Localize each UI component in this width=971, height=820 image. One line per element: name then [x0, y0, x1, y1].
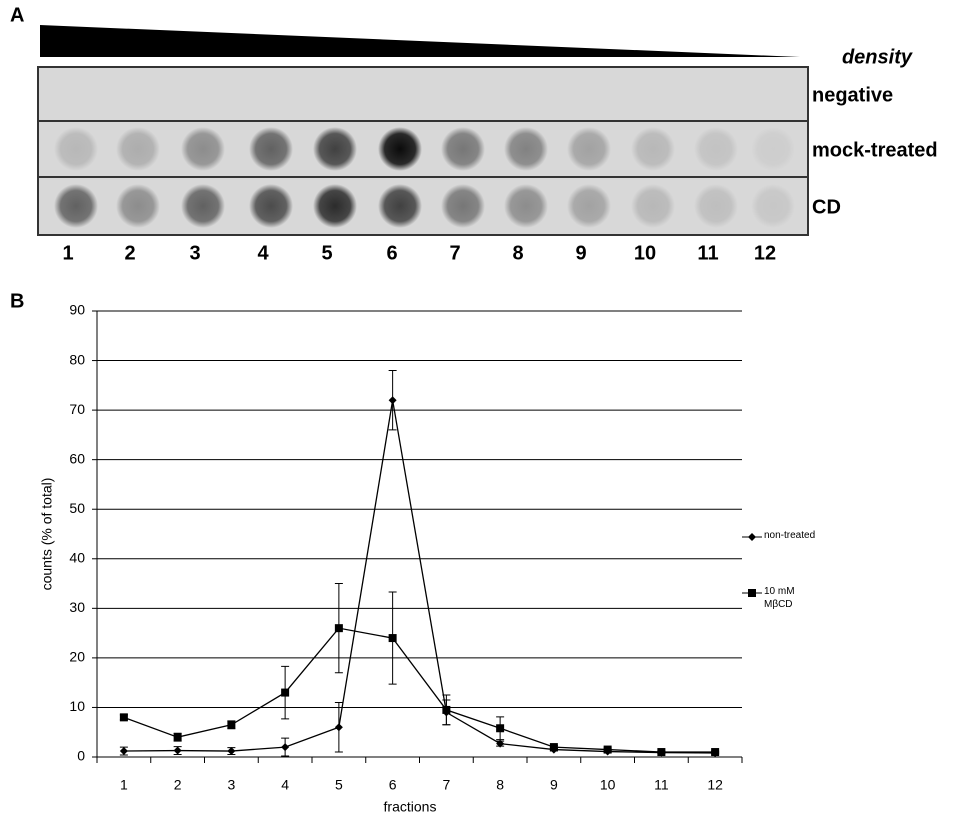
y-tick-label: 30	[69, 599, 85, 615]
marker	[604, 746, 612, 754]
blot-spot	[631, 127, 675, 171]
marker	[174, 747, 182, 755]
lane-label: 5	[321, 242, 332, 264]
marker	[496, 724, 504, 732]
marker	[657, 748, 665, 756]
row-label: negative	[812, 84, 893, 106]
lane-label: 2	[124, 242, 135, 264]
blot-spot	[249, 184, 293, 228]
panel-label: B	[10, 290, 24, 312]
blot-spot	[441, 184, 485, 228]
y-axis-label: counts (% of total)	[39, 478, 55, 591]
series-line	[124, 628, 715, 752]
x-tick-label: 8	[496, 777, 504, 793]
lane-label: 12	[754, 242, 776, 264]
marker	[335, 624, 343, 632]
blot-spot	[567, 184, 611, 228]
blot-spot	[181, 184, 225, 228]
y-tick-label: 20	[69, 649, 85, 665]
y-tick-label: 0	[77, 748, 85, 764]
blot-spot	[54, 127, 98, 171]
y-tick-label: 50	[69, 500, 85, 516]
page: {"panel_a": {"label": "A", "density_labe…	[0, 0, 971, 820]
row-label: mock-treated	[812, 139, 938, 161]
series-line	[124, 400, 715, 753]
marker	[442, 706, 450, 714]
marker	[174, 733, 182, 741]
x-tick-label: 9	[550, 777, 558, 793]
legend-label: non-treated	[764, 529, 828, 542]
marker	[335, 723, 343, 731]
lane-label: 4	[257, 242, 269, 264]
x-tick-label: 12	[707, 777, 723, 793]
blot-spot	[116, 184, 160, 228]
marker	[711, 748, 719, 756]
x-tick-label: 10	[600, 777, 616, 793]
blot-spot	[694, 127, 738, 171]
x-tick-label: 4	[281, 777, 289, 793]
marker	[389, 396, 397, 404]
blot-spot	[249, 127, 293, 171]
marker	[550, 743, 558, 751]
lane-label: 6	[386, 242, 397, 264]
x-tick-label: 3	[227, 777, 235, 793]
density-label: density	[842, 46, 913, 68]
blot-spot	[631, 184, 675, 228]
marker	[748, 533, 756, 541]
lane-label: 9	[575, 242, 586, 264]
x-tick-label: 5	[335, 777, 343, 793]
lane-label: 8	[512, 242, 523, 264]
blot-spot	[567, 127, 611, 171]
y-tick-label: 90	[69, 302, 85, 318]
blot-spot	[441, 127, 485, 171]
x-axis-label: fractions	[384, 799, 437, 815]
blot-spot	[378, 127, 422, 171]
legend-entry: 10 mM MβCD	[764, 585, 828, 619]
lane-label: 10	[634, 242, 656, 264]
marker	[227, 721, 235, 729]
panel-label: A	[10, 4, 24, 26]
row-label: CD	[812, 196, 841, 218]
blot-spot	[751, 184, 795, 228]
blot-spot	[694, 184, 738, 228]
blot-spot	[504, 184, 548, 228]
blot-spot	[313, 127, 357, 171]
blot-spot	[751, 127, 795, 171]
y-tick-label: 10	[69, 698, 85, 714]
blot-spot	[54, 184, 98, 228]
lane-label: 1	[62, 242, 73, 264]
legend-entry: non-treated	[764, 529, 828, 563]
blot-spot	[116, 127, 160, 171]
blot-spot	[181, 127, 225, 171]
marker	[120, 747, 128, 755]
lane-label: 11	[697, 242, 718, 264]
marker	[748, 589, 756, 597]
y-tick-label: 80	[69, 351, 85, 367]
legend-label: 10 mM MβCD	[764, 585, 804, 611]
blot-spot	[313, 184, 357, 228]
y-tick-label: 40	[69, 549, 85, 565]
marker	[227, 747, 235, 755]
lane-label: 3	[189, 242, 200, 264]
marker	[389, 634, 397, 642]
x-tick-label: 7	[442, 777, 450, 793]
x-tick-label: 1	[120, 777, 128, 793]
density-wedge	[40, 25, 800, 57]
x-tick-label: 6	[389, 777, 397, 793]
blot-spot	[378, 184, 422, 228]
marker	[120, 713, 128, 721]
x-tick-label: 11	[654, 777, 669, 793]
y-tick-label: 70	[69, 401, 85, 417]
y-tick-label: 60	[69, 450, 85, 466]
marker	[281, 743, 289, 751]
lane-label: 7	[449, 242, 460, 264]
marker	[281, 689, 289, 697]
blot-spot	[504, 127, 548, 171]
figure: A density B fractions counts (% of total…	[0, 0, 971, 820]
x-tick-label: 2	[174, 777, 182, 793]
